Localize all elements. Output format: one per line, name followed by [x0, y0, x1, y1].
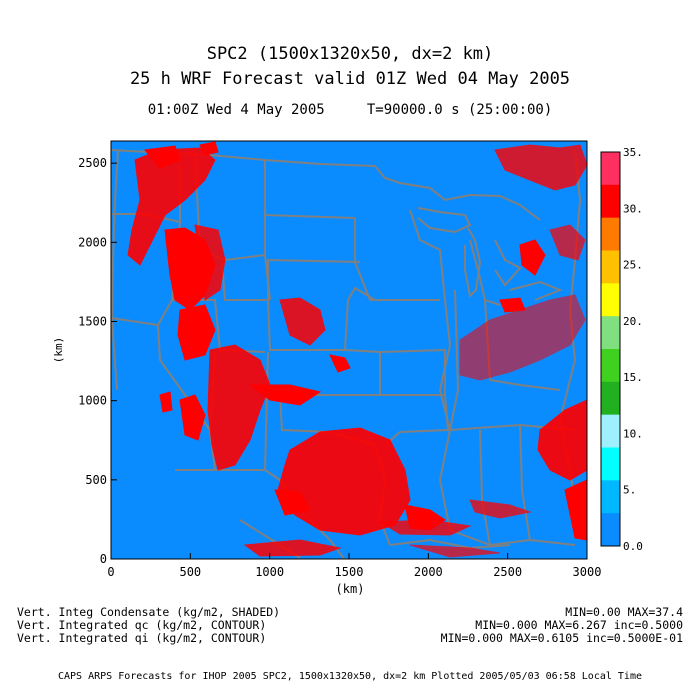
- legend-qi-field: Vert. Integrated qi (kg/m2, CONTOUR): [17, 631, 267, 645]
- colorbar-swatch: [601, 283, 620, 317]
- colorbar-label: 0.0: [623, 540, 643, 553]
- x-tick-label: 1000: [255, 565, 284, 579]
- model-time: T=90000.0 s (25:00:00): [366, 102, 553, 118]
- footer-credit: CAPS ARPS Forecasts for IHOP 2005 SPC2, …: [58, 671, 642, 682]
- colorbar-swatch: [601, 447, 620, 481]
- colorbar-swatch: [601, 480, 620, 514]
- plot-title: SPC2 (1500x1320x50, dx=2 km): [206, 44, 494, 64]
- colorbar-swatch: [601, 513, 620, 547]
- x-axis: 0 500 1000 1500 2000 2500 3000: [107, 553, 601, 579]
- colorbar-label: 20.: [623, 315, 643, 328]
- colorbar-label: 35.: [623, 146, 643, 159]
- x-tick-label: 0: [107, 565, 114, 579]
- y-tick-label: 0: [100, 552, 107, 566]
- colorbar-swatch: [601, 316, 620, 350]
- colorbar-label: 30.: [623, 202, 643, 215]
- colorbar: 35. 30. 25. 20. 15. 10. 5. 0.0: [600, 146, 643, 553]
- forecast-subtitle: 25 h WRF Forecast valid 01Z Wed 04 May 2…: [129, 69, 571, 89]
- colorbar-swatch: [601, 217, 620, 251]
- y-tick-label: 500: [85, 473, 107, 487]
- colorbar-swatch: [601, 349, 620, 383]
- colorbar-swatch: [601, 381, 620, 416]
- x-tick-label: 2000: [414, 565, 443, 579]
- condensate-contours: [127, 141, 587, 558]
- y-tick-label: 1000: [78, 394, 107, 408]
- colorbar-label: 5.: [623, 484, 636, 497]
- y-axis-label: (km): [52, 337, 65, 364]
- colorbar-label: 10.: [623, 427, 643, 440]
- legend-qi-range: MIN=0.000 MAX=0.6105 inc=0.5000E-01: [440, 631, 683, 645]
- x-tick-label: 3000: [573, 565, 602, 579]
- x-tick-label: 1500: [335, 565, 364, 579]
- map-panel: [111, 141, 587, 559]
- colorbar-swatch: [601, 184, 620, 219]
- valid-time: 01:00Z Wed 4 May 2005: [147, 102, 325, 118]
- x-tick-label: 2500: [493, 565, 522, 579]
- x-axis-label: (km): [336, 582, 365, 596]
- colorbar-swatch: [601, 152, 620, 186]
- legend-qc-field: Vert. Integrated qc (kg/m2, CONTOUR): [17, 618, 267, 632]
- legend-shaded-field: Vert. Integ Condensate (kg/m2, SHADED): [17, 605, 281, 619]
- legend-qc-range: MIN=0.000 MAX=6.267 inc=0.5000: [475, 618, 683, 632]
- valid-time-line: 01:00Z Wed 4 May 2005 T=90000.0 s (25:00…: [0, 102, 700, 118]
- y-tick-label: 2500: [78, 156, 107, 170]
- y-tick-label: 1500: [78, 315, 107, 329]
- y-tick-label: 2000: [78, 235, 107, 249]
- colorbar-label: 15.: [623, 371, 643, 384]
- y-axis: 0 500 1000 1500 2000 2500: [78, 156, 117, 566]
- legend-shaded-range: MIN=0.00 MAX=37.4: [565, 605, 683, 619]
- colorbar-swatch: [601, 414, 620, 448]
- colorbar-label: 25.: [623, 259, 643, 272]
- colorbar-frame: [600, 151, 621, 547]
- x-tick-label: 500: [179, 565, 201, 579]
- state-boundaries: [111, 149, 582, 559]
- colorbar-swatch: [601, 250, 620, 284]
